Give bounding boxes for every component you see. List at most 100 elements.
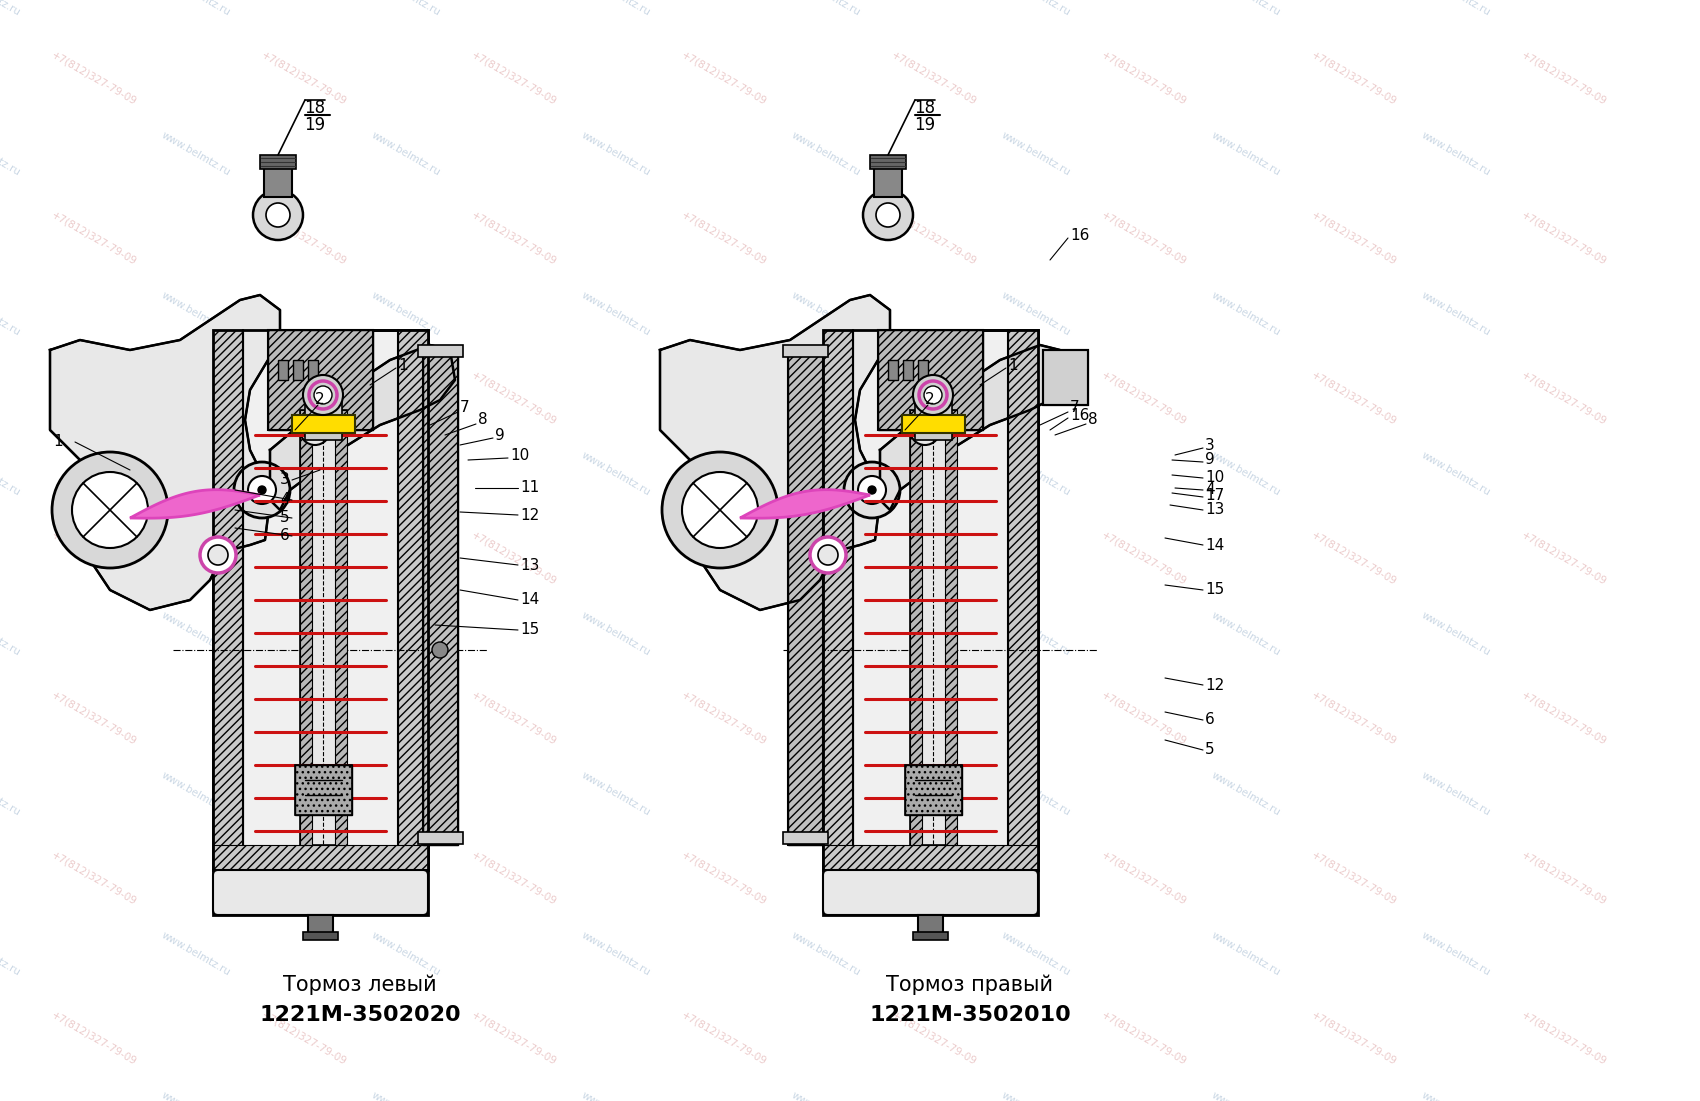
Text: +7(812)327-79-09: +7(812)327-79-09: [891, 690, 979, 748]
Circle shape: [918, 423, 932, 437]
Text: +7(812)327-79-09: +7(812)327-79-09: [1520, 210, 1608, 268]
Bar: [903, 415, 966, 433]
Text: +7(812)327-79-09: +7(812)327-79-09: [1311, 530, 1399, 587]
Bar: [269, 330, 372, 430]
Text: 10: 10: [1205, 470, 1224, 486]
Text: 5: 5: [280, 511, 291, 525]
Text: www.belmtz.ru: www.belmtz.ru: [1420, 610, 1493, 657]
Bar: [212, 330, 428, 870]
Text: www.belmtz.ru: www.belmtz.ru: [790, 130, 862, 177]
Text: +7(812)327-79-09: +7(812)327-79-09: [1311, 370, 1399, 427]
Bar: [784, 832, 828, 844]
Bar: [304, 390, 342, 440]
Bar: [877, 330, 983, 430]
Text: +7(812)327-79-09: +7(812)327-79-09: [1520, 530, 1608, 587]
Text: www.belmtz.ru: www.belmtz.ru: [1420, 1090, 1493, 1101]
Text: +7(812)327-79-09: +7(812)327-79-09: [1100, 50, 1188, 107]
FancyBboxPatch shape: [212, 870, 428, 915]
Text: +7(812)327-79-09: +7(812)327-79-09: [1520, 50, 1608, 107]
Bar: [910, 410, 921, 844]
Text: 13: 13: [1205, 502, 1224, 517]
Text: Тормоз левый: Тормоз левый: [284, 974, 437, 995]
Bar: [784, 345, 828, 357]
Text: 9: 9: [1205, 453, 1216, 468]
Text: +7(812)327-79-09: +7(812)327-79-09: [469, 690, 559, 748]
Text: 1: 1: [398, 358, 408, 372]
Bar: [823, 330, 853, 870]
Bar: [1044, 350, 1088, 405]
Bar: [903, 360, 913, 380]
Circle shape: [253, 190, 303, 240]
Text: 3: 3: [1205, 437, 1216, 453]
Circle shape: [869, 486, 876, 494]
Text: +7(812)327-79-09: +7(812)327-79-09: [49, 530, 139, 587]
Text: +7(812)327-79-09: +7(812)327-79-09: [1311, 50, 1399, 107]
Text: www.belmtz.ru: www.belmtz.ru: [1420, 290, 1493, 338]
Text: +7(812)327-79-09: +7(812)327-79-09: [260, 1010, 348, 1067]
Text: 18: 18: [915, 99, 935, 117]
Text: +7(812)327-79-09: +7(812)327-79-09: [1100, 530, 1188, 587]
Text: +7(812)327-79-09: +7(812)327-79-09: [49, 850, 139, 907]
Text: www.belmtz.ru: www.belmtz.ru: [580, 1090, 653, 1101]
Text: www.belmtz.ru: www.belmtz.ru: [1420, 450, 1493, 498]
Text: www.belmtz.ru: www.belmtz.ru: [371, 930, 442, 978]
Text: www.belmtz.ru: www.belmtz.ru: [0, 770, 22, 818]
Text: 6: 6: [280, 528, 291, 544]
Bar: [308, 915, 333, 937]
Text: +7(812)327-79-09: +7(812)327-79-09: [260, 530, 348, 587]
Polygon shape: [660, 295, 891, 610]
Circle shape: [201, 537, 236, 573]
Text: 1221М-3502020: 1221М-3502020: [258, 1005, 461, 1025]
Text: 7: 7: [1069, 401, 1080, 415]
Text: +7(812)327-79-09: +7(812)327-79-09: [469, 530, 559, 587]
Text: www.belmtz.ru: www.belmtz.ru: [1210, 770, 1282, 818]
Bar: [303, 933, 338, 940]
Text: +7(812)327-79-09: +7(812)327-79-09: [680, 850, 768, 907]
Bar: [887, 360, 898, 380]
Text: +7(812)327-79-09: +7(812)327-79-09: [49, 50, 139, 107]
Text: 2: 2: [925, 392, 935, 407]
Bar: [823, 330, 1039, 870]
Text: www.belmtz.ru: www.belmtz.ru: [371, 130, 442, 177]
Text: www.belmtz.ru: www.belmtz.ru: [1000, 130, 1073, 177]
Circle shape: [858, 476, 886, 504]
Text: www.belmtz.ru: www.belmtz.ru: [790, 930, 862, 978]
Text: 4: 4: [1205, 482, 1214, 498]
Text: +7(812)327-79-09: +7(812)327-79-09: [469, 210, 559, 268]
Text: www.belmtz.ru: www.belmtz.ru: [1210, 290, 1282, 338]
Text: 19: 19: [304, 116, 326, 134]
Polygon shape: [129, 490, 260, 519]
Text: 15: 15: [520, 622, 539, 637]
Text: +7(812)327-79-09: +7(812)327-79-09: [260, 690, 348, 748]
Text: 1221М-3502010: 1221М-3502010: [869, 1005, 1071, 1025]
Circle shape: [864, 190, 913, 240]
Bar: [292, 415, 355, 433]
Bar: [877, 330, 983, 430]
Circle shape: [248, 476, 275, 504]
Bar: [945, 410, 957, 844]
Text: 7: 7: [461, 401, 469, 415]
Bar: [212, 330, 243, 870]
Bar: [789, 350, 823, 844]
Text: +7(812)327-79-09: +7(812)327-79-09: [49, 210, 139, 268]
Text: 3: 3: [280, 472, 291, 488]
Text: 12: 12: [520, 508, 539, 523]
Bar: [904, 765, 962, 815]
Bar: [913, 933, 949, 940]
Text: +7(812)327-79-09: +7(812)327-79-09: [1311, 850, 1399, 907]
Circle shape: [314, 386, 332, 404]
Text: 9: 9: [495, 427, 505, 443]
Circle shape: [682, 472, 758, 548]
Text: +7(812)327-79-09: +7(812)327-79-09: [680, 690, 768, 748]
Text: www.belmtz.ru: www.belmtz.ru: [790, 610, 862, 657]
Text: +7(812)327-79-09: +7(812)327-79-09: [891, 530, 979, 587]
Text: www.belmtz.ru: www.belmtz.ru: [580, 290, 653, 338]
Text: www.belmtz.ru: www.belmtz.ru: [371, 290, 442, 338]
Text: 1: 1: [1008, 358, 1018, 372]
Text: +7(812)327-79-09: +7(812)327-79-09: [49, 370, 139, 427]
Bar: [296, 765, 352, 815]
Text: www.belmtz.ru: www.belmtz.ru: [371, 0, 442, 18]
Text: www.belmtz.ru: www.belmtz.ru: [1000, 1090, 1073, 1101]
Circle shape: [818, 545, 838, 565]
Text: www.belmtz.ru: www.belmtz.ru: [1210, 930, 1282, 978]
